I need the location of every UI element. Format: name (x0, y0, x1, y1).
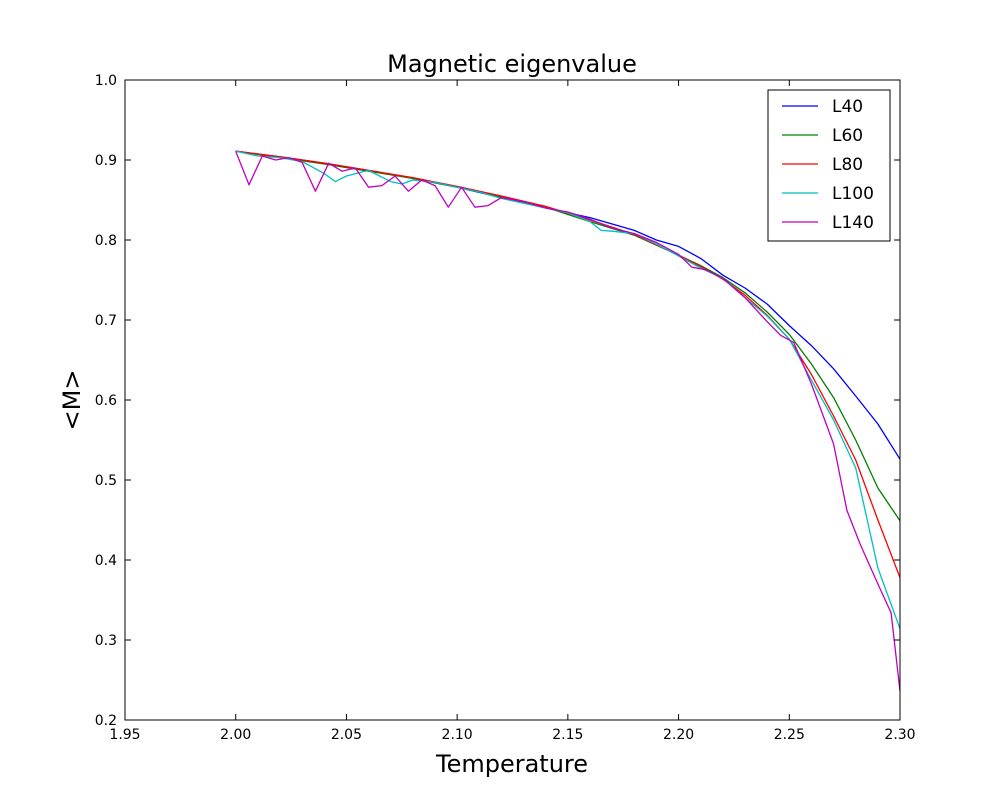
series-layer (235, 150, 901, 692)
x-tick-label: 1.95 (109, 727, 140, 743)
y-axis-label: <M> (58, 370, 86, 431)
x-tick-label: 2.10 (442, 727, 473, 743)
chart-title: Magnetic eigenvalue (387, 50, 637, 78)
x-tick-label: 2.00 (220, 727, 251, 743)
legend: L40 L60 L80 L100 L140 (767, 89, 891, 242)
x-tick-label: 2.30 (884, 727, 915, 743)
y-axis-ticks: 0.2 0.3 0.4 0.5 0.6 0.7 0.8 0.9 1.0 (95, 73, 900, 729)
x-tick-label: 2.05 (331, 727, 362, 743)
x-axis-label: Temperature (435, 750, 588, 778)
x-tick-label: 2.20 (663, 727, 694, 743)
legend-label-l100: L100 (832, 184, 874, 204)
series-line-l140 (235, 150, 901, 692)
legend-label-l80: L80 (832, 155, 863, 175)
y-tick-label: 0.2 (95, 713, 117, 729)
y-tick-label: 0.5 (95, 473, 117, 489)
y-tick-label: 0.9 (95, 153, 117, 169)
y-tick-label: 0.8 (95, 233, 117, 249)
legend-label-l60: L60 (832, 126, 863, 146)
y-tick-label: 0.3 (95, 633, 117, 649)
x-tick-label: 2.25 (774, 727, 805, 743)
legend-box (767, 89, 891, 242)
y-tick-label: 0.6 (95, 393, 117, 409)
x-tick-label: 2.15 (552, 727, 583, 743)
y-tick-label: 0.4 (95, 553, 117, 569)
legend-label-l40: L40 (832, 97, 863, 117)
y-tick-label: 1.0 (95, 73, 117, 89)
legend-label-l140: L140 (832, 213, 874, 233)
x-axis-ticks: 1.95 2.00 2.05 2.10 2.15 2.20 2.25 2.30 (109, 80, 916, 743)
y-tick-label: 0.7 (95, 313, 117, 329)
